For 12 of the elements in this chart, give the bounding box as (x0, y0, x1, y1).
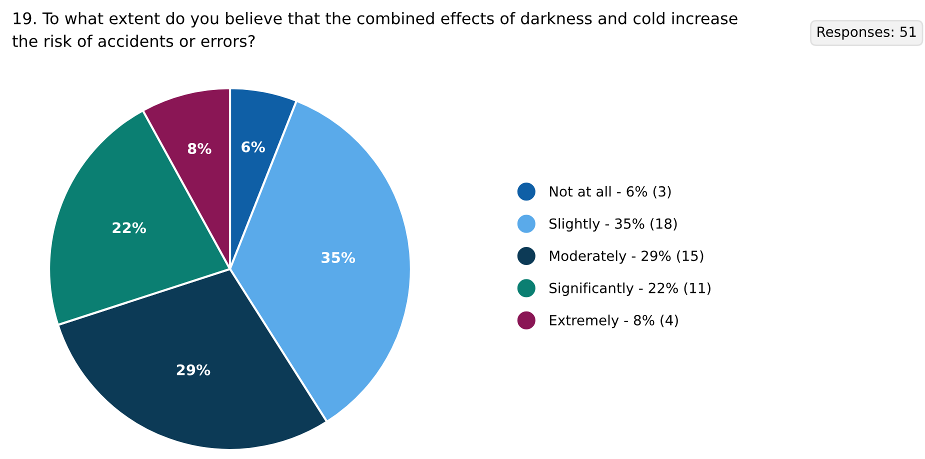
chart-title: 19. To what extent do you believe that the combined effects of darkness and cold increase the risk of accidents or errors? (12, 12, 738, 48)
legend-label: Slightly - 35% (18) (550, 218, 677, 232)
data-label: 22% (112, 222, 146, 234)
legend-label: Extremely - 8% (4) (550, 314, 678, 328)
text: Responses: 51 (818, 26, 916, 40)
data-label: 35% (322, 252, 356, 264)
data-label: 8% (188, 143, 212, 154)
data-label: 6% (242, 141, 265, 152)
data-label: 29% (176, 364, 210, 376)
legend-label: Significantly - 22% (11) (550, 282, 710, 296)
legend-label: Moderately - 29% (15) (550, 250, 704, 264)
legend-label: Not at all - 6% (3) (550, 186, 671, 198)
